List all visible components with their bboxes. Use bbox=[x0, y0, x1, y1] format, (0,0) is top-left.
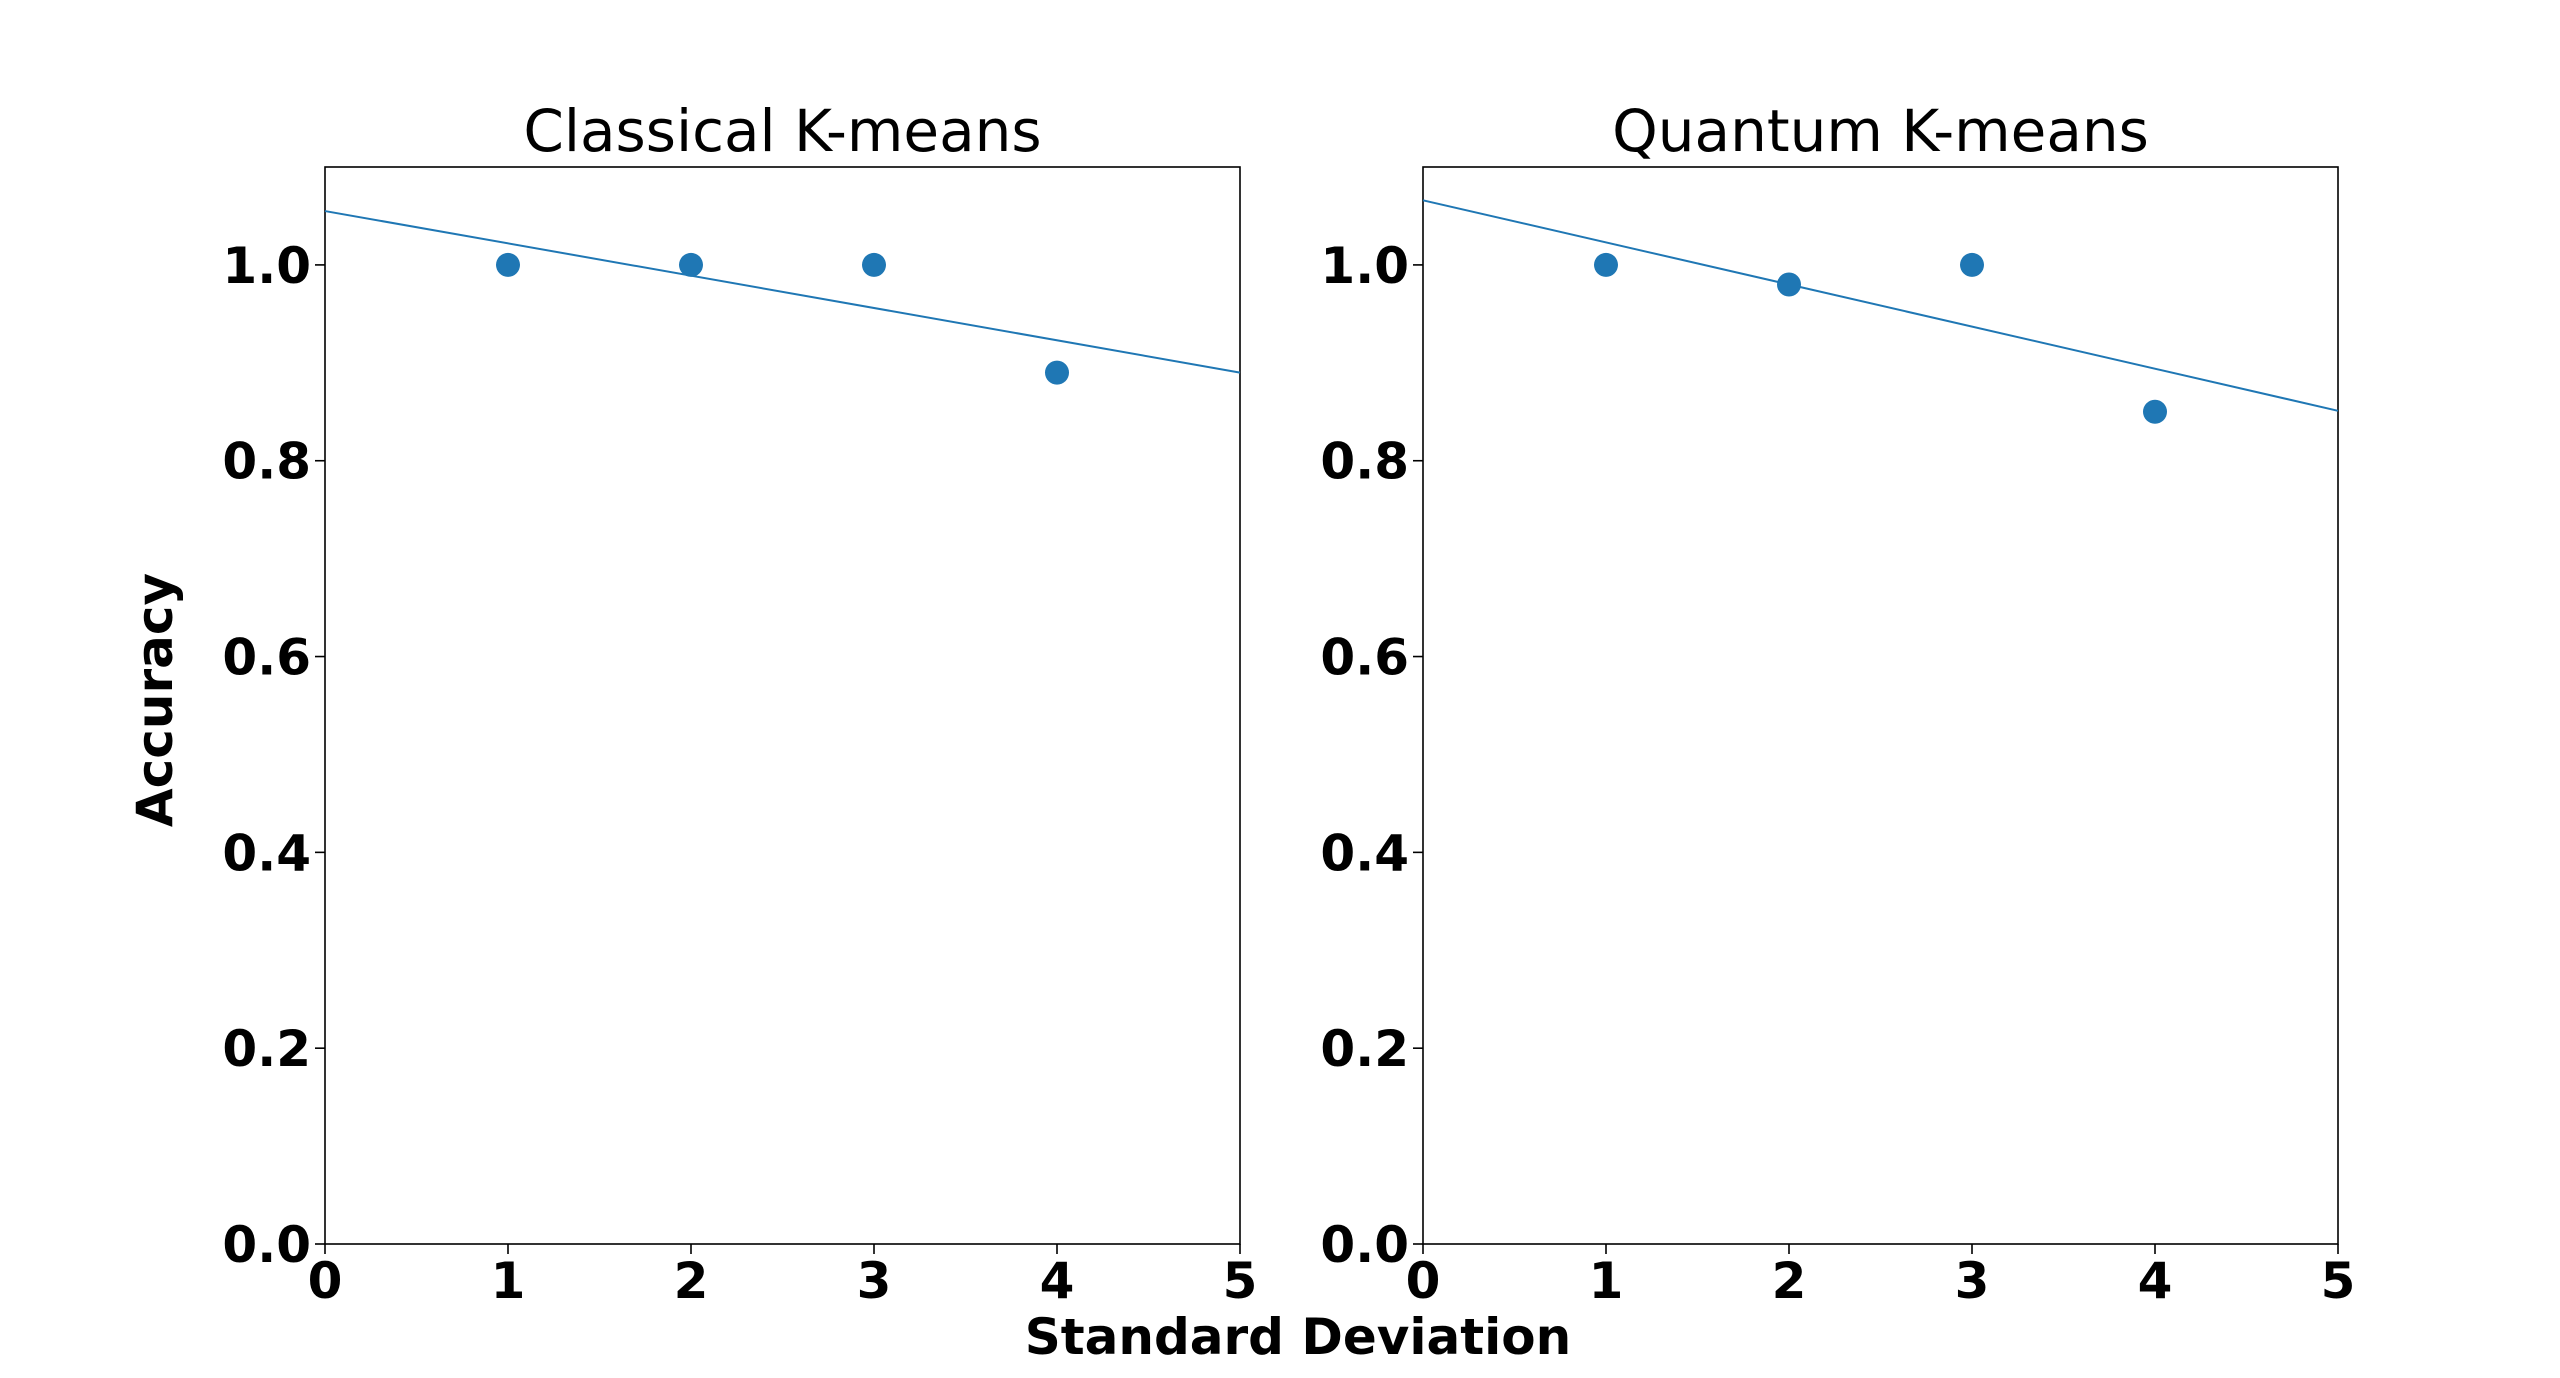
data-point bbox=[862, 252, 886, 277]
y-tick-label: 0.6 bbox=[222, 629, 311, 687]
x-tick-label: 5 bbox=[2321, 1252, 2356, 1310]
classical-kmeans-panel: Classical K-means 0 1 2 3 4 5 0.0 0.2 0.4 0.6 0.8 1.… bbox=[222, 97, 1257, 1310]
y-tick-label: 0.4 bbox=[222, 824, 311, 882]
data-point bbox=[1960, 252, 1984, 277]
x-tick-label: 3 bbox=[857, 1252, 892, 1310]
y-tick-label: 0.2 bbox=[222, 1020, 311, 1078]
data-point bbox=[1045, 360, 1069, 385]
y-tick-label: 0.0 bbox=[222, 1216, 311, 1274]
x-tick-label: 2 bbox=[674, 1252, 709, 1310]
y-tick-label: 0.0 bbox=[1320, 1216, 1409, 1274]
y-tick-label: 0.8 bbox=[222, 433, 311, 491]
x-axis-label: Standard Deviation bbox=[1025, 1308, 1572, 1366]
data-point bbox=[679, 252, 703, 277]
x-tick-label: 4 bbox=[1040, 1252, 1075, 1310]
quantum-kmeans-panel: Quantum K-means 0 1 2 3 4 5 0.0 0.2 0.4 0.6 0.8 1.0 bbox=[1320, 97, 2355, 1310]
y-tick-label: 0.6 bbox=[1320, 629, 1409, 687]
x-tick-label: 0 bbox=[1406, 1252, 1441, 1310]
x-tick-label: 2 bbox=[1772, 1252, 1807, 1310]
data-point bbox=[1594, 252, 1618, 277]
data-point bbox=[1777, 272, 1801, 297]
x-tick-label: 4 bbox=[2138, 1252, 2173, 1310]
data-point bbox=[496, 252, 520, 277]
x-tick-label: 3 bbox=[1955, 1252, 1990, 1310]
plot-frame bbox=[1422, 166, 2339, 1245]
y-axis-label: Accuracy bbox=[126, 573, 184, 827]
trend-line bbox=[1422, 199, 2339, 412]
x-tick-label: 1 bbox=[1589, 1252, 1624, 1310]
trend-line bbox=[324, 210, 1241, 374]
data-point bbox=[2143, 399, 2167, 424]
x-tick-label: 0 bbox=[308, 1252, 343, 1310]
chart-title: Quantum K-means bbox=[1612, 97, 2149, 165]
x-tick-label: 5 bbox=[1223, 1252, 1258, 1310]
plot-frame bbox=[324, 166, 1241, 1245]
y-tick-label: 0.8 bbox=[1320, 433, 1409, 491]
y-tick-label: 0.2 bbox=[1320, 1020, 1409, 1078]
y-tick-label: 0.4 bbox=[1320, 824, 1409, 882]
x-tick-label: 1 bbox=[491, 1252, 526, 1310]
chart-title: Classical K-means bbox=[523, 97, 1041, 165]
y-tick-label: 1.0 bbox=[222, 237, 311, 295]
y-tick-label: 1.0 bbox=[1320, 237, 1409, 295]
